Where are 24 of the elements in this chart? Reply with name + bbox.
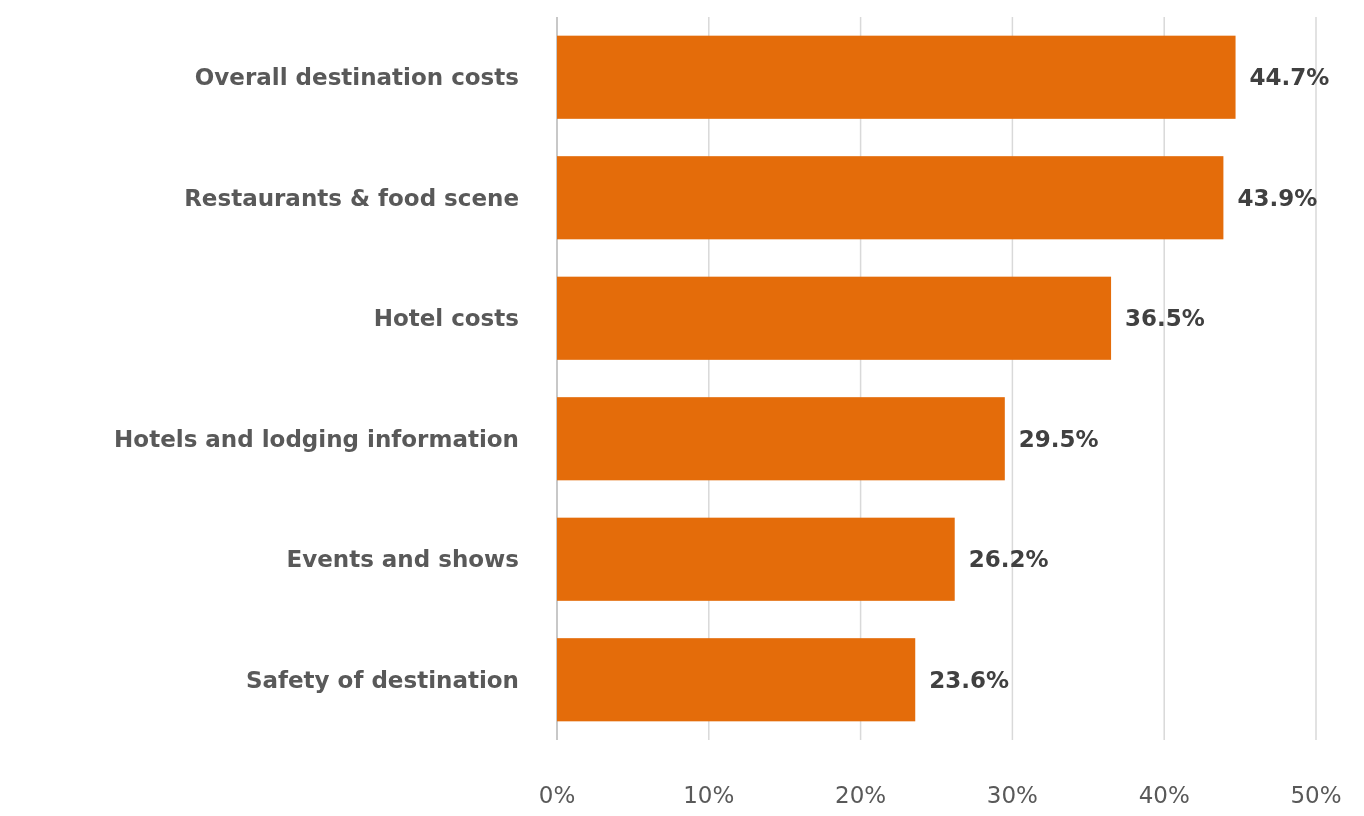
x-tick-label: 50% <box>1290 782 1342 809</box>
data-label: 23.6% <box>929 666 1010 693</box>
y-tick-label: Events and shows <box>286 546 519 573</box>
x-tick-label: 10% <box>683 782 735 809</box>
data-label: 44.7% <box>1249 64 1330 91</box>
bar <box>557 156 1224 240</box>
data-label: 26.2% <box>968 546 1049 573</box>
x-tick-label: 40% <box>1138 782 1190 809</box>
x-tick-label: 30% <box>986 782 1038 809</box>
bar <box>557 638 916 722</box>
x-tick-label: 20% <box>835 782 887 809</box>
y-tick-label: Safety of destination <box>245 666 519 693</box>
data-label: 29.5% <box>1018 425 1099 452</box>
data-label: 43.9% <box>1237 184 1318 211</box>
y-tick-label: Hotels and lodging information <box>114 425 519 452</box>
y-tick-label: Hotel costs <box>373 305 519 332</box>
x-tick-label: 0% <box>538 782 576 809</box>
bar <box>557 397 1005 481</box>
bar <box>557 35 1236 119</box>
bar <box>557 517 955 601</box>
bar <box>557 276 1112 360</box>
y-tick-label: Overall destination costs <box>194 64 519 91</box>
data-label: 36.5% <box>1125 305 1205 332</box>
y-tick-label: Restaurants & food scene <box>184 184 519 211</box>
